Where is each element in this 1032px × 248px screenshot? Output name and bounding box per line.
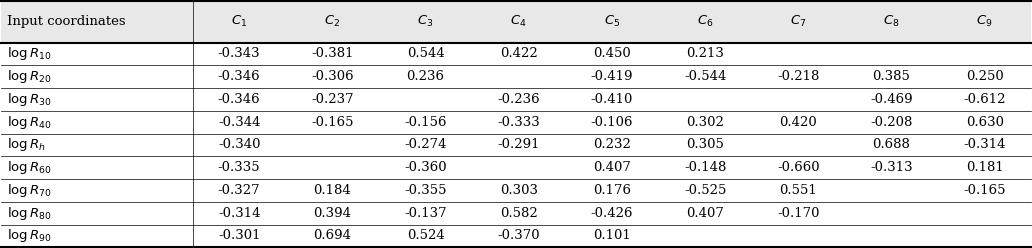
Text: 0.407: 0.407 — [686, 207, 724, 220]
Text: 0.582: 0.582 — [499, 207, 538, 220]
Text: -0.314: -0.314 — [964, 138, 1006, 152]
Text: $\log R_{90}$: $\log R_{90}$ — [7, 227, 52, 245]
Text: -0.426: -0.426 — [590, 207, 634, 220]
Text: $\log R_{80}$: $\log R_{80}$ — [7, 205, 52, 222]
Text: 0.250: 0.250 — [966, 70, 1003, 83]
Text: -0.469: -0.469 — [870, 93, 913, 106]
Text: -0.236: -0.236 — [497, 93, 540, 106]
Text: -0.137: -0.137 — [405, 207, 447, 220]
Text: $C_2$: $C_2$ — [324, 14, 341, 29]
Text: $C_4$: $C_4$ — [511, 14, 527, 29]
Text: 0.303: 0.303 — [499, 184, 538, 197]
Text: -0.314: -0.314 — [218, 207, 260, 220]
Text: 0.236: 0.236 — [407, 70, 445, 83]
Text: 0.688: 0.688 — [873, 138, 910, 152]
Text: $\log R_{10}$: $\log R_{10}$ — [7, 45, 52, 62]
Text: -0.344: -0.344 — [218, 116, 260, 129]
Bar — [1, 134, 1031, 156]
Text: 0.407: 0.407 — [593, 161, 631, 174]
Text: $\log R_{70}$: $\log R_{70}$ — [7, 182, 52, 199]
Text: -0.156: -0.156 — [405, 116, 447, 129]
Text: 0.302: 0.302 — [686, 116, 724, 129]
Text: 0.420: 0.420 — [779, 116, 817, 129]
Text: $\log R_{60}$: $\log R_{60}$ — [7, 159, 52, 176]
Text: 0.551: 0.551 — [779, 184, 817, 197]
Bar — [1, 224, 1031, 247]
Text: -0.306: -0.306 — [311, 70, 354, 83]
Text: -0.333: -0.333 — [497, 116, 540, 129]
Text: -0.544: -0.544 — [684, 70, 727, 83]
Bar — [1, 43, 1031, 65]
Text: -0.355: -0.355 — [405, 184, 447, 197]
Bar — [1, 156, 1031, 179]
Text: -0.370: -0.370 — [497, 229, 540, 243]
Text: 0.422: 0.422 — [499, 47, 538, 61]
Text: -0.360: -0.360 — [405, 161, 447, 174]
Bar — [1, 111, 1031, 134]
Text: $\log R_{30}$: $\log R_{30}$ — [7, 91, 52, 108]
Text: -0.165: -0.165 — [311, 116, 354, 129]
Text: -0.525: -0.525 — [684, 184, 727, 197]
Text: $C_9$: $C_9$ — [976, 14, 993, 29]
Text: -0.381: -0.381 — [311, 47, 354, 61]
Text: -0.340: -0.340 — [218, 138, 260, 152]
Text: 0.305: 0.305 — [686, 138, 724, 152]
Text: -0.148: -0.148 — [684, 161, 727, 174]
Text: 0.232: 0.232 — [593, 138, 631, 152]
Text: $\log R_{40}$: $\log R_{40}$ — [7, 114, 52, 131]
Text: -0.208: -0.208 — [870, 116, 912, 129]
Text: -0.218: -0.218 — [777, 70, 819, 83]
Text: -0.274: -0.274 — [405, 138, 447, 152]
Text: -0.346: -0.346 — [218, 93, 260, 106]
Text: 0.181: 0.181 — [966, 161, 1003, 174]
Text: Input coordinates: Input coordinates — [7, 15, 126, 28]
Bar — [1, 179, 1031, 202]
Text: -0.660: -0.660 — [777, 161, 819, 174]
Text: 0.176: 0.176 — [593, 184, 631, 197]
Text: 0.630: 0.630 — [966, 116, 1004, 129]
Text: $C_1$: $C_1$ — [231, 14, 248, 29]
Text: -0.165: -0.165 — [964, 184, 1006, 197]
Text: -0.313: -0.313 — [870, 161, 913, 174]
Text: 0.544: 0.544 — [407, 47, 445, 61]
Text: -0.335: -0.335 — [218, 161, 260, 174]
Text: -0.343: -0.343 — [218, 47, 260, 61]
Text: $\log R_{20}$: $\log R_{20}$ — [7, 68, 52, 85]
Text: -0.106: -0.106 — [590, 116, 634, 129]
Text: 0.184: 0.184 — [314, 184, 351, 197]
Text: -0.327: -0.327 — [218, 184, 260, 197]
Bar — [1, 65, 1031, 88]
Text: -0.612: -0.612 — [964, 93, 1006, 106]
Text: $C_7$: $C_7$ — [791, 14, 807, 29]
Bar — [1, 202, 1031, 224]
Text: 0.213: 0.213 — [686, 47, 724, 61]
Bar — [1, 88, 1031, 111]
Text: $C_8$: $C_8$ — [883, 14, 900, 29]
Text: $\log R_{h}$: $\log R_{h}$ — [7, 136, 45, 154]
Text: $C_6$: $C_6$ — [697, 14, 713, 29]
Bar — [1, 1, 1031, 43]
Text: 0.101: 0.101 — [593, 229, 631, 243]
Text: 0.524: 0.524 — [407, 229, 445, 243]
Text: -0.291: -0.291 — [497, 138, 540, 152]
Text: 0.385: 0.385 — [873, 70, 910, 83]
Text: -0.237: -0.237 — [311, 93, 354, 106]
Text: -0.301: -0.301 — [218, 229, 260, 243]
Text: -0.410: -0.410 — [590, 93, 633, 106]
Text: $C_3$: $C_3$ — [417, 14, 433, 29]
Text: -0.346: -0.346 — [218, 70, 260, 83]
Text: 0.394: 0.394 — [314, 207, 351, 220]
Text: -0.170: -0.170 — [777, 207, 819, 220]
Text: 0.450: 0.450 — [593, 47, 631, 61]
Text: $C_5$: $C_5$ — [604, 14, 620, 29]
Text: 0.694: 0.694 — [314, 229, 351, 243]
Text: -0.419: -0.419 — [590, 70, 634, 83]
